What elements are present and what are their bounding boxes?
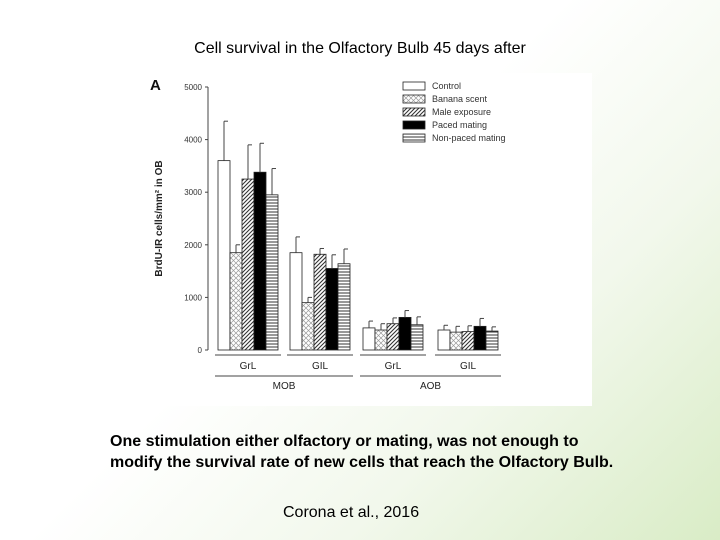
bar-horizontal — [337, 263, 351, 351]
bar-horizontal — [265, 194, 279, 351]
legend-swatch-horizontal — [402, 133, 426, 143]
group-label: AOB — [420, 381, 441, 392]
category-label: GrL — [240, 361, 257, 372]
y-tick-label: 2000 — [184, 241, 202, 250]
bar-diagonal — [313, 253, 327, 351]
bar-black — [398, 316, 412, 351]
bar-crosshatch — [449, 331, 463, 351]
legend-label: Control — [432, 81, 461, 91]
bar-black — [253, 171, 267, 351]
bar-crosshatch — [229, 252, 243, 351]
bar-white — [437, 329, 451, 351]
slide-title: Cell survival in the Olfactory Bulb 45 d… — [194, 40, 526, 57]
bar-crosshatch — [301, 302, 315, 351]
y-tick-label: 1000 — [184, 293, 202, 302]
bar-black — [473, 325, 487, 351]
y-tick-label: 4000 — [184, 136, 202, 145]
category-label: GrL — [385, 361, 402, 372]
legend-swatch-black — [402, 120, 426, 130]
bar-horizontal — [410, 324, 424, 351]
legend-label: Male exposure — [432, 107, 491, 117]
bar-diagonal — [241, 178, 255, 351]
bar-diagonal — [461, 331, 475, 351]
y-tick-label: 0 — [198, 346, 203, 355]
legend-swatch-diagonal — [402, 107, 426, 117]
y-tick-label: 5000 — [184, 83, 202, 92]
bar-black — [325, 268, 339, 351]
legend-label: Non-paced mating — [432, 133, 506, 143]
bar-diagonal — [386, 323, 400, 351]
bar-crosshatch — [374, 329, 388, 351]
category-label: GIL — [460, 361, 477, 372]
y-axis-label: BrdU-IR cells/mm² in OB — [154, 160, 165, 276]
category-label: GIL — [312, 361, 329, 372]
legend-label: Paced mating — [432, 120, 487, 130]
bar-white — [362, 327, 376, 351]
bar-horizontal — [485, 330, 499, 351]
group-label: MOB — [273, 381, 296, 392]
caption: One stimulation either olfactory or mati… — [110, 431, 700, 473]
panel-label: A — [150, 77, 161, 94]
chart-figure: 0 1000 2000 3000 4000 5000 BrdU-IR cells/mm² i… — [146, 73, 592, 406]
bar-white — [289, 252, 303, 351]
caption-line-1: One stimulation either olfactory or mati… — [110, 433, 579, 450]
caption-line-2: modify the survival rate of new cells th… — [110, 454, 614, 471]
legend-swatch-white — [402, 81, 426, 91]
legend-label: Banana scent — [432, 94, 488, 104]
bar-white — [217, 160, 231, 351]
citation: Corona et al., 2016 — [283, 504, 420, 521]
bar-chart: 0 1000 2000 3000 4000 5000 BrdU-IR cells/mm² i… — [154, 81, 506, 392]
legend-swatch-crosshatch — [402, 94, 426, 104]
y-tick-label: 3000 — [184, 188, 202, 197]
